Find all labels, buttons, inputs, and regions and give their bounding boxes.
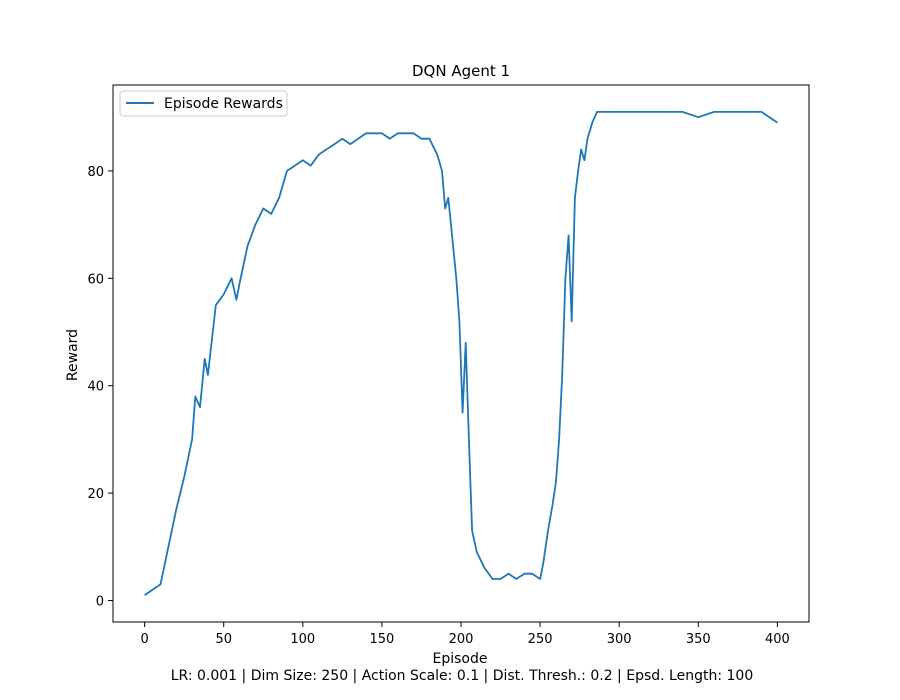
- y-tick-label: 20: [87, 487, 104, 502]
- chart-title: DQN Agent 1: [412, 62, 510, 80]
- series-layer: [144, 111, 778, 596]
- y-tick-label: 80: [87, 165, 104, 180]
- series-line-episode-rewards: [144, 111, 778, 596]
- y-axis-label: Reward: [65, 329, 81, 381]
- x-tick-label: 400: [765, 632, 790, 647]
- legend: Episode Rewards: [119, 90, 288, 117]
- legend-box: [119, 90, 288, 117]
- x-tick-label: 100: [290, 632, 315, 647]
- x-axis-label: Episode: [433, 651, 488, 667]
- x-tick-label: 150: [369, 632, 394, 647]
- x-tick-label: 50: [215, 632, 232, 647]
- x-tick-label: 300: [607, 632, 632, 647]
- plot-area: 0 50 100 150 200 250 300 350 400 0 20 40 60 80: [87, 84, 810, 647]
- y-axis-ticks: 0 20 40 60 80: [87, 165, 113, 610]
- y-tick-label: 0: [96, 595, 104, 610]
- x-tick-label: 200: [449, 632, 474, 647]
- x-tick-label: 250: [528, 632, 553, 647]
- y-tick-label: 60: [87, 272, 104, 287]
- chart-footnote: LR: 0.001 | Dim Size: 250 | Action Scale…: [171, 668, 753, 684]
- x-tick-label: 0: [140, 632, 148, 647]
- x-axis-ticks: 0 50 100 150 200 250 300 350 400: [140, 622, 790, 647]
- y-tick-label: 40: [87, 380, 104, 395]
- legend-label-episode-rewards: Episode Rewards: [164, 96, 283, 112]
- x-tick-label: 350: [686, 632, 711, 647]
